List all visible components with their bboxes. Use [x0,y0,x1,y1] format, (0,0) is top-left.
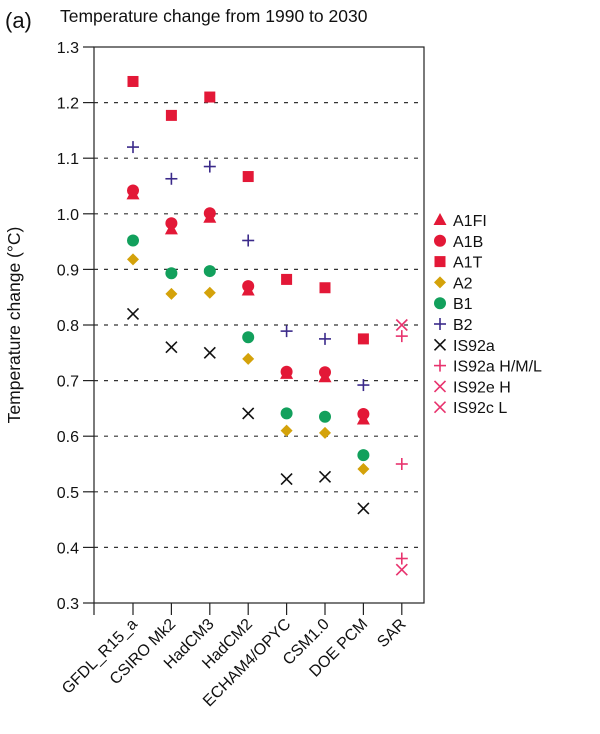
y-tick-label: 0.5 [57,485,79,502]
panel-label: (a) [5,8,32,33]
data-point-a1b [319,366,331,379]
legend-marker-icon [434,297,446,310]
data-point-is92a [318,470,332,483]
y-tick-label: 0.6 [57,429,79,446]
legend-marker-icon [433,338,447,351]
legend-item: A2 [434,275,473,292]
legend-marker-icon [434,234,446,247]
y-tick-label: 1.3 [57,40,79,57]
data-point-is92a-h-m-l [395,458,408,470]
data-point-a1t [281,273,293,285]
data-point-a1t [204,91,216,103]
x-tick-label: SAR [374,616,409,651]
data-point-b2 [242,234,255,247]
legend-marker-icon [433,213,447,225]
data-point-b1 [357,449,370,462]
legend-item: B1 [434,296,473,313]
data-point-is92a [242,407,255,420]
data-point-is92a-h-m-l [395,330,408,343]
data-point-b1 [242,331,255,344]
legend: A1FI A1B A1T A2 B1 B2 IS92a IS92a H/M/L IS92e H I… [433,213,542,417]
legend-item: IS92e H [433,379,511,396]
legend-label: A1FI [453,213,487,230]
legend-marker-icon [433,380,447,393]
legend-marker-icon [434,359,446,372]
data-point-b2 [319,332,331,345]
data-point-b1 [165,267,178,280]
data-point-a1t [242,171,254,183]
legend-marker-icon [433,401,447,414]
legend-item: IS92a H/M/L [434,359,542,376]
data-point-a2 [319,426,331,439]
data-point-a1t [319,282,331,294]
data-point-a1b [127,184,139,197]
data-point-is92c-l [395,563,408,576]
data-point-a1b [357,407,370,420]
y-tick-label: 0.7 [57,374,79,391]
legend-label: A1T [453,255,483,272]
data-point-b2 [203,160,216,173]
legend-label: B1 [453,296,473,313]
y-tick-label: 0.9 [57,262,79,279]
data-point-b1 [280,407,293,420]
data-point-is92a [357,502,370,515]
legend-item: A1B [434,234,483,251]
data-point-is92a [126,307,140,320]
y-tick-label: 1.2 [57,96,79,113]
grid-lines [94,101,424,549]
data-point-a1t [357,333,369,345]
y-tick-label: 0.3 [57,596,79,613]
data-point-b1 [319,410,331,423]
y-axis-label: Temperature change (°C) [4,227,24,424]
data-point-a1b [280,365,293,378]
legend-label: IS92c L [453,400,507,417]
data-point-a1b [203,207,216,220]
data-point-b1 [203,265,216,278]
legend-item: B2 [434,317,473,334]
data-points [126,75,408,576]
data-point-a2 [165,287,178,300]
data-point-a2 [357,463,370,476]
y-tick-label: 0.8 [57,318,79,335]
legend-label: IS92e H [453,379,511,396]
legend-item: IS92a [433,338,495,355]
data-point-b1 [127,234,139,247]
y-tick-label: 0.4 [57,540,79,557]
data-point-b2 [357,379,370,392]
y-tick-label: 1.1 [57,151,79,168]
legend-label: IS92a H/M/L [453,359,542,376]
legend-label: B2 [453,317,473,334]
data-point-b2 [280,325,293,338]
legend-marker-icon [434,318,446,330]
data-point-a1t [127,75,139,87]
data-point-a2 [280,424,293,437]
data-point-a2 [242,352,255,365]
legend-item: IS92c L [433,400,507,417]
data-point-a2 [127,253,139,266]
y-axis: 0.3 0.4 0.5 0.6 0.7 0.8 0.9 1.0 1.1 1.2 1.3 [57,40,94,613]
chart-title: Temperature change from 1990 to 2030 [60,6,368,26]
data-point-is92a [203,346,216,359]
data-point-b2 [165,172,178,185]
legend-item: A1T [434,255,483,272]
data-point-a2 [203,286,216,299]
legend-item: A1FI [433,213,487,230]
data-point-a1b [242,280,255,293]
legend-marker-icon [434,256,446,268]
data-point-is92a-h-m-l [395,552,408,565]
legend-label: IS92a [453,338,495,355]
data-point-is92a [165,341,178,354]
legend-label: A2 [453,275,473,292]
data-point-is92e-h [395,318,408,332]
legend-marker-icon [434,276,446,289]
y-tick-label: 1.0 [57,207,79,224]
data-point-b2 [127,141,139,154]
data-point-a1t [165,109,177,121]
legend-label: A1B [453,234,483,251]
data-point-a1b [165,217,178,230]
data-point-is92a [280,472,293,486]
